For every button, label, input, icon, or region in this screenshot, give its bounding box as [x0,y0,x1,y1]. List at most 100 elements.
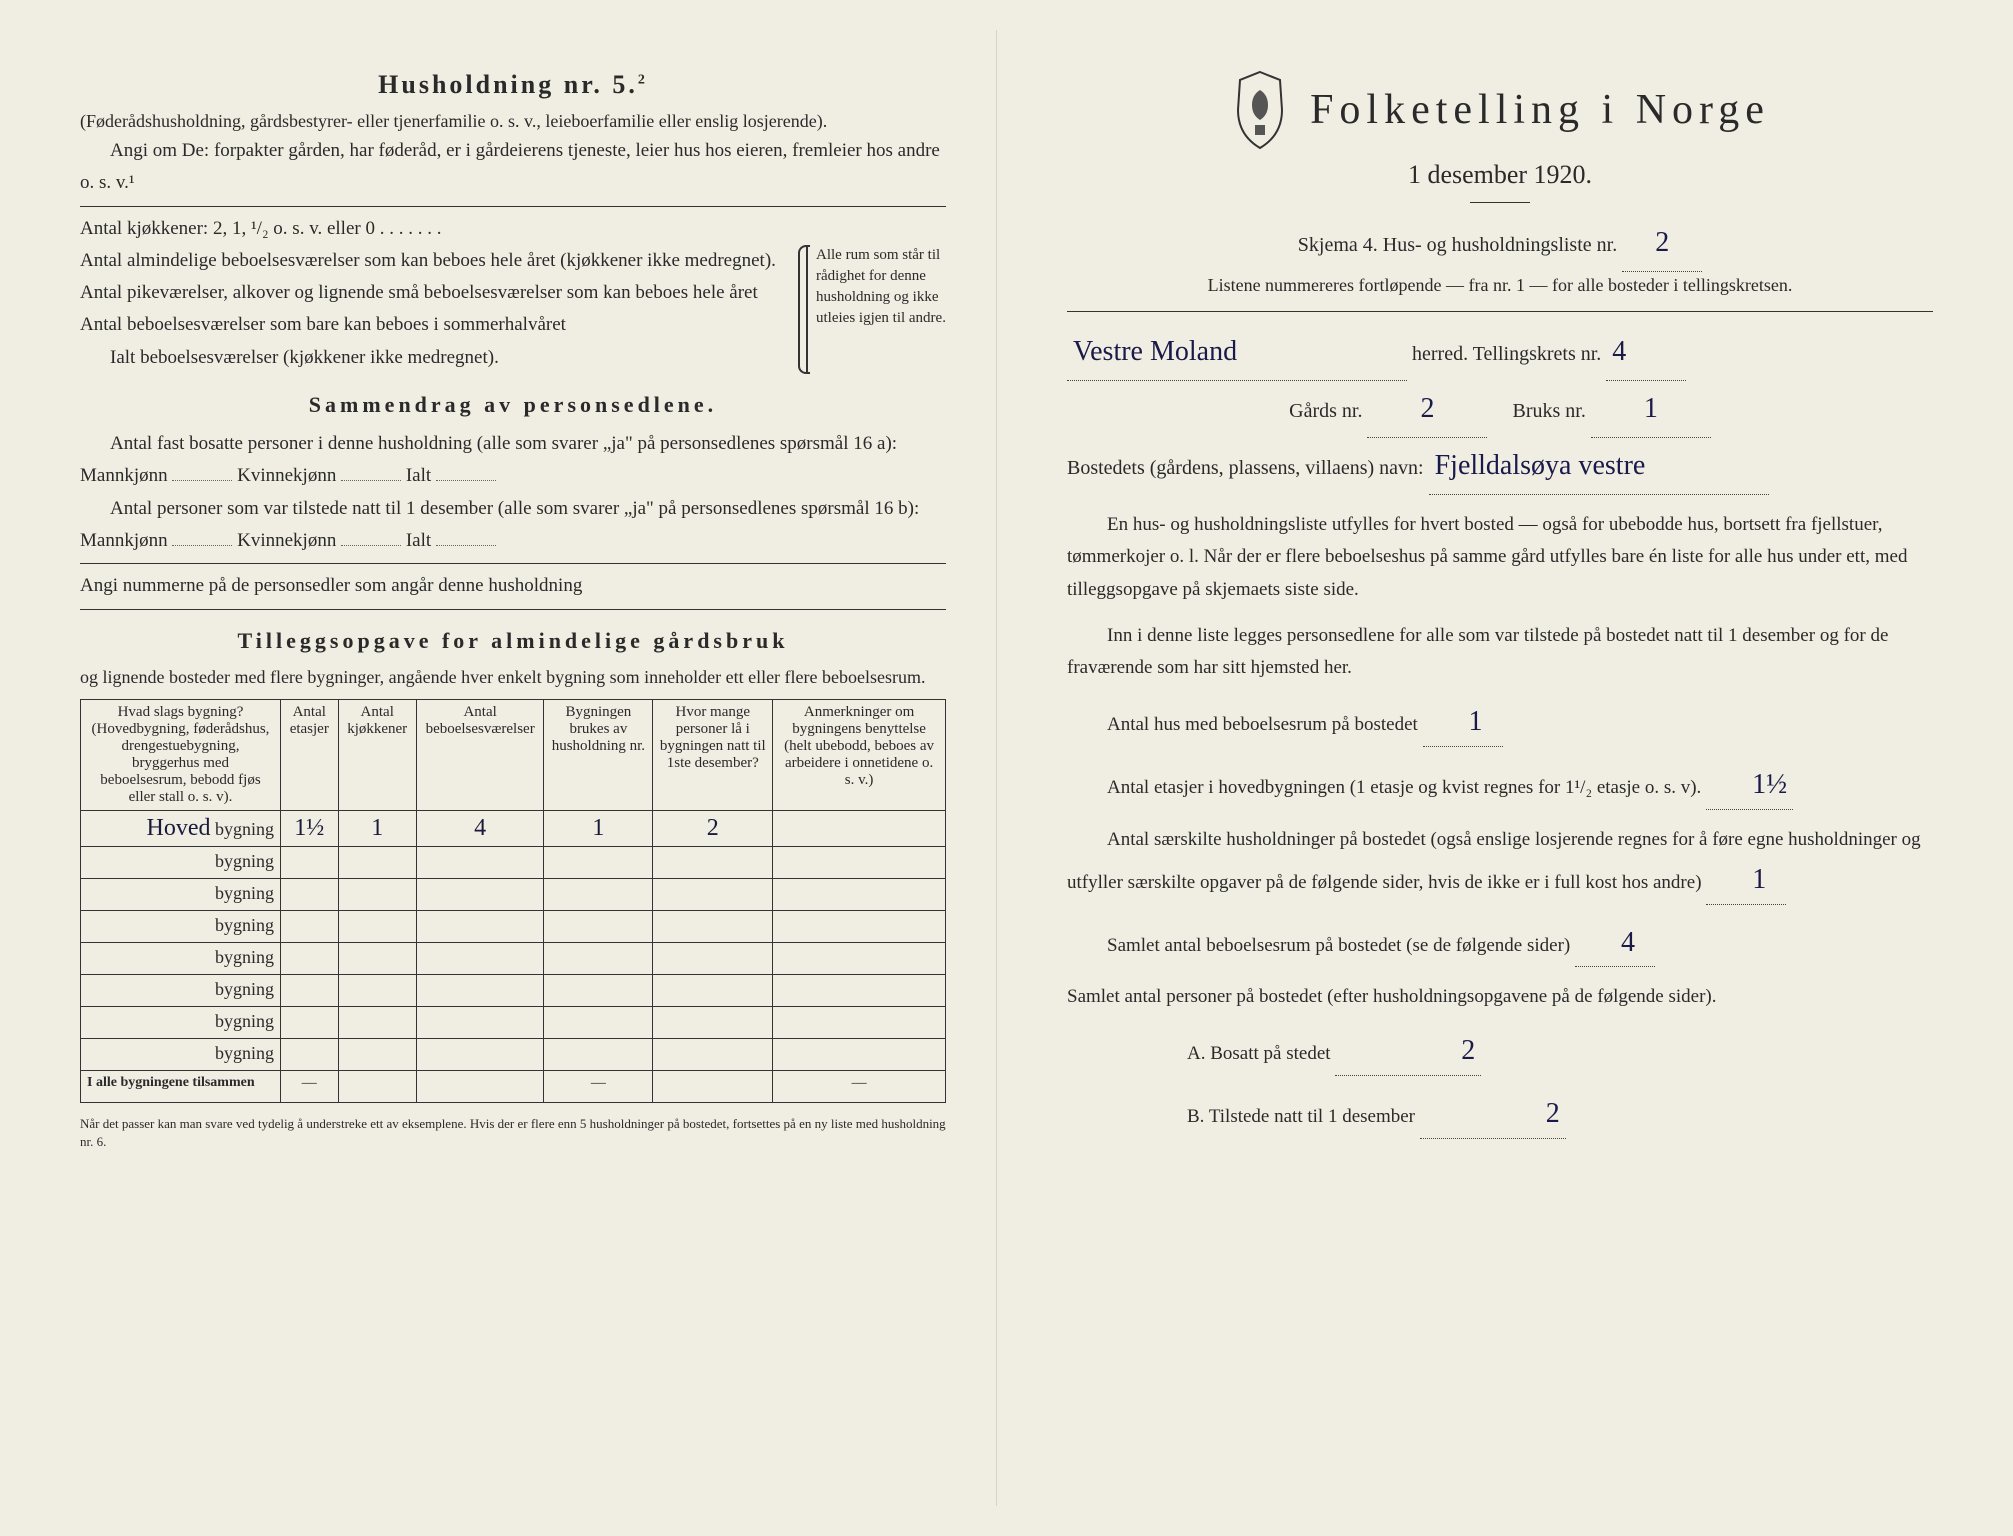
mann-fill-1 [172,480,232,481]
foot-2 [338,1070,416,1102]
cell [544,910,653,942]
kjokkener-line: Antal kjøkkener: 2, 1, ¹/₂ o. s. v. elle… [80,206,946,245]
table-row: bygning [81,1006,946,1038]
row-label: bygning [81,942,281,974]
room-line-1: Antal almindelige beboelsesværelser som … [80,245,796,277]
row-label: bygning [81,910,281,942]
gards-line: Gårds nr. 2 Bruks nr. 1 [1067,381,1933,438]
q3-value: 1 [1706,856,1786,905]
table-footer-row: I alle bygningene tilsammen — — — [81,1070,946,1102]
th-5: Bygningen brukes av husholdning nr. [544,699,653,810]
cell [338,878,416,910]
kvinne-label-2: Kvinnekjønn [237,530,336,551]
th-1: Hvad slags bygning? (Hovedbygning, føder… [81,699,281,810]
table-row: bygning [81,942,946,974]
title-superscript: 2 [638,72,648,87]
cell [773,878,946,910]
cell [773,942,946,974]
cell [653,1006,773,1038]
skjema-label: Skjema 4. Hus- og husholdningsliste nr. [1298,234,1617,256]
main-title: Folketelling i Norge [1310,86,1770,134]
listene-line: Listene nummereres fortløpende — fra nr.… [1067,272,1933,299]
cell [281,910,339,942]
rooms-list: Antal almindelige beboelsesværelser som … [80,245,796,374]
para-2: Inn i denne liste legges personsedlene f… [1067,620,1933,685]
subtitle: (Føderådshusholdning, gårdsbestyrer- ell… [80,108,946,135]
bosted-label: Bostedets (gårdens, plassens, villaens) … [1067,457,1424,479]
q5a: A. Bosatt på stedet 2 [1067,1027,1933,1076]
bruks-nr: 1 [1591,381,1711,438]
cell [544,1038,653,1070]
foot-3 [416,1070,544,1102]
cell: 1 [544,810,653,846]
th-3: Antal kjøkkener [338,699,416,810]
date-line: 1 desember 1920. [1067,160,1933,190]
mann-fill-2 [172,545,232,546]
dash-1: — [281,1070,339,1102]
skjema-nr: 2 [1622,215,1702,272]
title-text: Husholdning nr. 5. [378,70,638,99]
row-label: bygning [81,974,281,1006]
para-1: En hus- og husholdningsliste utfylles fo… [1067,509,1933,606]
q5a-label: A. Bosatt på stedet [1187,1043,1331,1064]
room-line-2: Antal pikeværelser, alkover og lignende … [80,277,796,309]
table-row: Hoved bygning1½1412 [81,810,946,846]
bosted-value: Fjelldalsøya vestre [1429,438,1769,495]
ialt-label-2: Ialt [406,530,431,551]
gards-nr: 2 [1367,381,1487,438]
cell [653,942,773,974]
row-label: bygning [81,846,281,878]
cell [773,846,946,878]
th-4: Antal beboelsesværelser [416,699,544,810]
dash-2: — [544,1070,653,1102]
sammendrag-1: Antal fast bosatte personer i denne hush… [80,428,946,493]
bruks-label: Bruks nr. [1512,400,1585,422]
cell [653,974,773,1006]
q3-label: Antal særskilte husholdninger på bostede… [1067,829,1921,893]
cell [416,974,544,1006]
kvinne-fill-2 [341,545,401,546]
left-page: Husholdning nr. 5.2 (Føderådshusholdning… [30,30,997,1506]
right-page: Folketelling i Norge 1 desember 1920. Sk… [997,30,1983,1506]
cell: 1 [338,810,416,846]
th-7: Anmerkninger om bygningens benyttelse (h… [773,699,946,810]
cell [653,910,773,942]
cell [281,878,339,910]
q5b: B. Tilstede natt til 1 desember 2 [1067,1090,1933,1139]
cell [544,846,653,878]
q1: Antal hus med beboelsesrum på bostedet 1 [1067,698,1933,747]
kvinne-label-1: Kvinnekjønn [237,465,336,486]
sammendrag-2: Antal personer som var tilstede natt til… [80,493,946,558]
q5a-value: 2 [1335,1027,1481,1076]
kvinne-fill-1 [341,480,401,481]
room-line-4: Ialt beboelsesværelser (kjøkkener ikke m… [80,342,796,374]
herred-label: herred. Tellingskrets nr. [1412,343,1601,365]
cell [338,974,416,1006]
cell [416,942,544,974]
gards-label: Gårds nr. [1289,400,1362,422]
q2-value: 1½ [1706,761,1793,810]
row-label: bygning [81,878,281,910]
room-line-3: Antal beboelsesværelser som bare kan beb… [80,309,796,341]
bygning-table: Hvad slags bygning? (Hovedbygning, føder… [80,699,946,1103]
cell [281,1006,339,1038]
cell [416,910,544,942]
sammendrag-1-text: Antal fast bosatte personer i denne hush… [80,433,897,486]
skjema-line: Skjema 4. Hus- og husholdningsliste nr. … [1067,215,1933,272]
table-row: bygning [81,1038,946,1070]
norway-crest-icon [1230,70,1290,150]
cell [338,846,416,878]
cell [653,878,773,910]
brace-note: Alle rum som står til rådighet for denne… [806,245,946,374]
footnote: Når det passer kan man svare ved tydelig… [80,1115,946,1151]
ialt-fill-2 [436,545,496,546]
cell [653,846,773,878]
angi-line: Angi om De: forpakter gården, har føderå… [80,135,946,200]
cell [773,974,946,1006]
tilsammen-label: I alle bygningene tilsammen [81,1070,281,1102]
q1-label: Antal hus med beboelsesrum på bostedet [1107,714,1418,735]
th-6: Hvor mange personer lå i bygningen natt … [653,699,773,810]
cell [338,1006,416,1038]
cell [773,910,946,942]
kjokkener-text: Antal kjøkkener: 2, 1, ¹/₂ o. s. v. elle… [80,218,375,239]
